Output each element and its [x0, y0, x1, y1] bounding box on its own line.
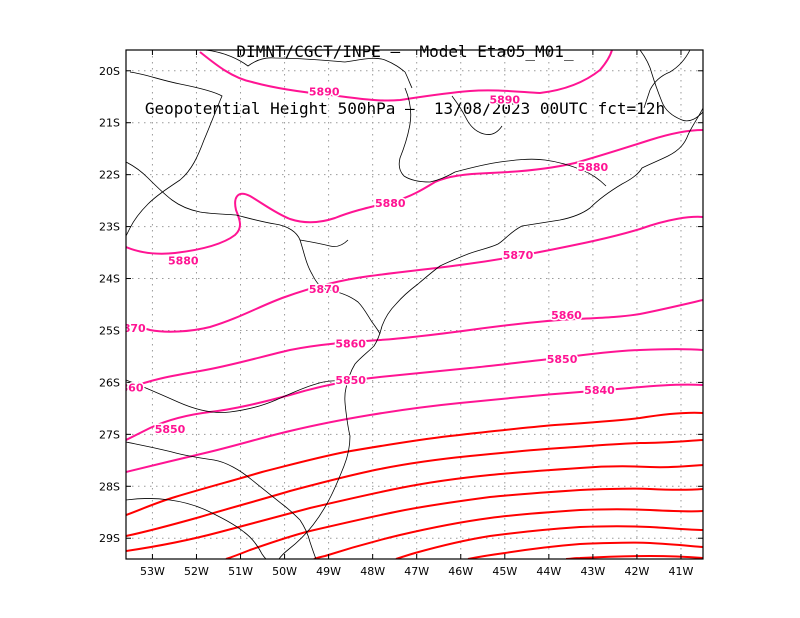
contour-label: 5850 [155, 423, 186, 436]
contour-label: 5840 [584, 384, 615, 397]
lon-label-50w: 50W [272, 565, 297, 578]
river-tiete-mg [451, 95, 503, 135]
contour-label: 5850 [335, 374, 366, 387]
contour-label: 5870 [503, 249, 534, 262]
contour-label: 5880 [578, 161, 609, 174]
lon-label-47w: 47W [404, 565, 429, 578]
lat-label-26s: 26S [99, 376, 120, 389]
lat-label-21s: 21S [99, 117, 120, 130]
contour-5880-east [126, 129, 703, 255]
latitude-labels: 20S 21S 22S 23S 24S 25S 26S 27S 28S 29S [99, 65, 120, 545]
lat-label-29s: 29S [99, 532, 120, 545]
border-sp-mg-south [398, 87, 456, 183]
plot-frame [125, 49, 704, 560]
border-uruguay [126, 498, 267, 559]
lon-label-53w: 53W [140, 565, 165, 578]
lon-label-51w: 51W [228, 565, 253, 578]
lat-label-20s: 20S [99, 65, 120, 78]
contour-5870 [126, 215, 703, 333]
lat-label-25s: 25S [99, 324, 120, 337]
river-paranapanema [299, 239, 349, 247]
border-sp-pr [235, 214, 381, 335]
border-mg-sp [126, 71, 223, 237]
border-mg-rj [639, 50, 703, 122]
lon-label-49w: 49W [316, 565, 341, 578]
contour-label: 5860 [113, 382, 144, 395]
state-borders [126, 50, 703, 559]
contour-5840 [126, 383, 703, 473]
river-parana [126, 161, 237, 216]
contour-label: 5850 [547, 353, 578, 366]
border-go-mg [204, 50, 413, 89]
coastline [278, 107, 703, 559]
longitude-labels: 53W 52W 51W 50W 49W 48W 47W 46W 45W 44W … [140, 565, 694, 578]
contour-label: 5870 [115, 322, 146, 335]
lagoon-south [299, 519, 317, 559]
lon-label-46w: 46W [448, 565, 473, 578]
contour-label: 5870 [309, 283, 340, 296]
contour-5890 [199, 50, 613, 102]
contour-labels: 5890 5890 5880 5880 5880 5870 5870 5870 … [113, 84, 617, 438]
lon-label-42w: 42W [624, 565, 649, 578]
border-pr-sc [126, 379, 349, 413]
border-rj-sp [454, 158, 607, 187]
lon-label-44w: 44W [536, 565, 561, 578]
border-mg-es [643, 50, 691, 109]
lon-label-41w: 41W [669, 565, 694, 578]
lon-label-43w: 43W [580, 565, 605, 578]
lat-label-28s: 28S [99, 480, 120, 493]
contour-5860 [126, 299, 703, 390]
lon-label-45w: 45W [492, 565, 517, 578]
lat-label-24s: 24S [99, 273, 120, 286]
contour-label: 5860 [335, 337, 366, 350]
axis-ticks [126, 50, 703, 559]
contour-label: 5890 [309, 86, 340, 99]
lat-label-22s: 22S [99, 169, 120, 182]
lat-label-23s: 23S [99, 221, 120, 234]
gridlines [126, 50, 703, 559]
title-line-1: DIMNT/CGCT/INPE – Model Eta05_M01_ [236, 42, 574, 61]
lat-label-27s: 27S [99, 428, 120, 441]
contour-label: 5880 [375, 197, 406, 210]
lon-label-48w: 48W [360, 565, 385, 578]
contour-5850 [126, 348, 703, 441]
lon-label-52w: 52W [184, 565, 209, 578]
contour-label: 5880 [168, 254, 199, 267]
border-sc-rs [126, 441, 301, 521]
contour-label: 5890 [489, 93, 520, 106]
contour-label: 5860 [551, 309, 582, 322]
contour-lines-magenta [126, 50, 703, 473]
